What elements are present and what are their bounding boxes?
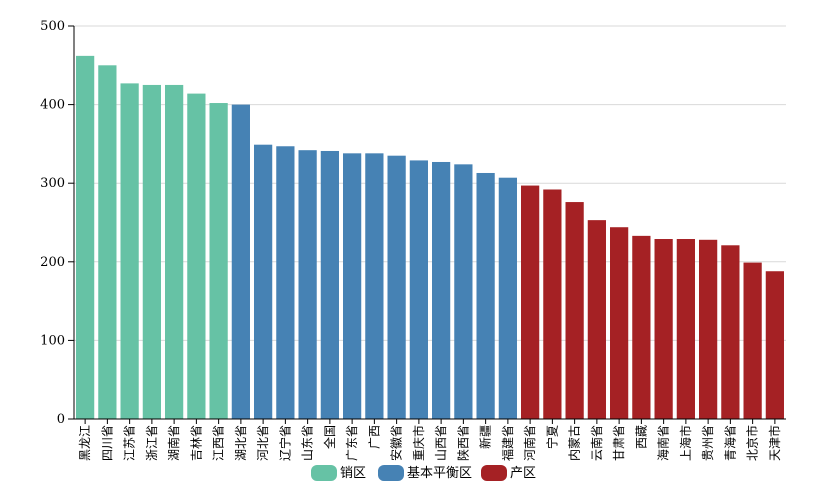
- bars: [76, 55, 784, 420]
- bar: [610, 227, 629, 419]
- y-tick-label: 200: [40, 255, 65, 270]
- legend-swatch: [378, 465, 404, 481]
- category-label: 湖北省: [233, 425, 248, 461]
- bar: [120, 83, 139, 419]
- y-tick-label: 100: [40, 333, 65, 348]
- bar: [454, 164, 473, 419]
- bar: [521, 185, 540, 419]
- category-label: 贵州省: [701, 425, 715, 461]
- bar: [298, 150, 317, 419]
- y-tick-label: 400: [40, 98, 65, 113]
- legend-label: 产区: [510, 466, 536, 481]
- bar: [231, 104, 250, 419]
- bar: [254, 144, 273, 419]
- category-label: 吉林省: [189, 425, 203, 461]
- legend-item: 销区: [311, 465, 366, 481]
- category-label: 浙江省: [145, 425, 159, 461]
- bar: [699, 239, 718, 419]
- category-label: 北京市: [745, 425, 760, 461]
- bar: [721, 245, 740, 419]
- category-label: 西藏: [634, 425, 648, 449]
- bar: [632, 235, 651, 419]
- bar: [165, 84, 184, 419]
- bar: [409, 160, 428, 419]
- bar: [565, 202, 584, 419]
- bar: [765, 271, 784, 419]
- bar: [654, 239, 673, 419]
- category-label: 江苏省: [123, 425, 137, 461]
- bar: [365, 153, 384, 419]
- category-label: 全国: [322, 425, 337, 449]
- bar: [98, 65, 117, 420]
- category-label: 四川省: [100, 425, 114, 461]
- bar: [743, 262, 762, 419]
- category-label: 新疆: [478, 425, 493, 449]
- category-label: 青海省: [722, 425, 737, 461]
- category-label: 安徽省: [389, 425, 404, 461]
- category-label: 陕西省: [455, 425, 470, 461]
- category-label: 内蒙古: [567, 425, 582, 461]
- category-label: 重庆市: [411, 425, 426, 461]
- bar: [76, 55, 95, 420]
- axes: 0 100 200 300 400 500: [40, 19, 786, 427]
- legend-label: 销区: [340, 466, 366, 481]
- y-tick-label: 0: [57, 412, 65, 427]
- bar: [498, 177, 517, 419]
- bar: [676, 239, 695, 419]
- bar: [276, 146, 295, 419]
- category-label: 广东省: [345, 425, 359, 461]
- category-label: 宁夏: [544, 425, 559, 449]
- category-labels: 黑龙江 四川省 江苏省 浙江省 湖南省 吉林省 江西省 湖北省 河北省 辽宁省 山东省 全国 广东省 广西…: [78, 425, 782, 461]
- category-label: 天津市: [767, 425, 782, 461]
- category-label: 山东省: [301, 425, 315, 461]
- category-label: 山西省: [434, 425, 448, 461]
- category-label: 江西省: [212, 425, 226, 461]
- category-label: 海南省: [656, 425, 671, 461]
- bar: [142, 84, 161, 419]
- category-label: 湖南省: [166, 425, 181, 461]
- bar: [343, 153, 362, 419]
- category-label: 上海市: [678, 425, 693, 461]
- bar: [476, 172, 495, 419]
- legend-item: 基本平衡区: [378, 465, 472, 481]
- legend: 销区 基本平衡区 产区: [311, 465, 536, 481]
- legend-label: 基本平衡区: [407, 466, 472, 481]
- category-label: 云南省: [589, 425, 604, 461]
- bar: [187, 93, 206, 419]
- legend-swatch: [481, 465, 507, 481]
- bar: [387, 155, 406, 419]
- category-label: 河北省: [256, 425, 270, 461]
- bar: [432, 161, 451, 420]
- y-tick-label: 500: [40, 19, 65, 34]
- bar: [209, 103, 228, 419]
- category-label: 河南省: [522, 425, 537, 461]
- category-label: 福建省: [500, 425, 515, 461]
- category-label: 辽宁省: [277, 425, 292, 461]
- category-label: 甘肃省: [612, 425, 626, 461]
- legend-swatch: [311, 465, 337, 481]
- category-label: 广西: [367, 425, 381, 449]
- bar: [543, 189, 562, 419]
- category-label: 黑龙江: [78, 425, 92, 461]
- bar: [320, 150, 339, 419]
- bar: [587, 220, 606, 419]
- legend-item: 产区: [481, 465, 536, 481]
- y-tick-label: 300: [40, 176, 65, 191]
